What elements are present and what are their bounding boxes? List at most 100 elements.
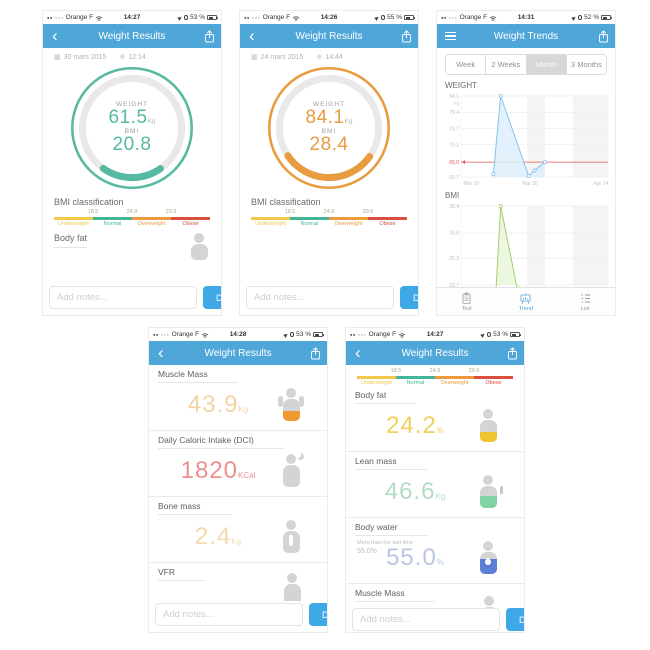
- svg-text:Kg: Kg: [453, 101, 459, 106]
- range-tab-week[interactable]: Week: [446, 55, 487, 74]
- metric-dci: Daily Caloric Intake (DCI) 1820KCal: [149, 431, 327, 493]
- clock-icon: ⊕: [316, 54, 323, 61]
- back-button[interactable]: ‹: [355, 343, 361, 362]
- carrier-label: Orange F: [171, 331, 200, 338]
- wifi-icon: [95, 15, 103, 21]
- weight-value: 84.1: [305, 107, 345, 129]
- range-tab-month[interactable]: Month: [526, 55, 567, 74]
- nav-bar: Weight Results ‹: [240, 24, 418, 48]
- share-button[interactable]: [401, 29, 412, 43]
- status-time: 14:31: [517, 14, 535, 21]
- notes-input[interactable]: [155, 603, 303, 626]
- lean-mass-value: 46.6: [384, 478, 436, 505]
- metric-body-fat: Body fat 24.2%: [346, 386, 524, 448]
- share-icon: [599, 29, 608, 42]
- weight-value: 61.5: [108, 107, 148, 129]
- carrier-label: Orange F: [368, 331, 397, 338]
- bmi-classification-scale: 18.5 24.9 29.9 Underweight Normal Overwe…: [357, 368, 513, 386]
- bmi-classification-title: BMI classification: [251, 197, 321, 207]
- menu-button[interactable]: [443, 30, 458, 43]
- screen-weight-result-1: ●● ●●● Orange F 14:27 53 % Weight Result…: [42, 10, 222, 316]
- bone-person-icon: [278, 520, 304, 554]
- screen-weight-result-2: ●● ●●● Orange F 14:26 55 % Weight Result…: [239, 10, 419, 316]
- location-icon: [176, 14, 183, 21]
- battery-percent: 55 %: [387, 14, 402, 21]
- share-icon: [402, 29, 411, 42]
- svg-text:84.1: 84.1: [449, 94, 459, 100]
- alarm-icon: [486, 332, 492, 337]
- bmi-value: 20.8: [112, 134, 152, 155]
- metric-vfr: VFR: [149, 563, 327, 601]
- body-fat-value: 24.2: [386, 412, 437, 439]
- alarm-icon: [380, 15, 386, 20]
- share-button[interactable]: [310, 346, 321, 360]
- body-water-person-icon: [475, 541, 501, 575]
- record-date: 30 mars 2015: [63, 53, 107, 61]
- vfr-person-icon: [279, 573, 305, 601]
- share-button[interactable]: [204, 29, 215, 43]
- share-button[interactable]: [598, 29, 609, 43]
- done-button[interactable]: Done: [309, 603, 327, 626]
- svg-text:Mar 16: Mar 16: [464, 181, 480, 187]
- bottom-tab-bar: Test Trend List: [437, 287, 615, 315]
- notes-input[interactable]: [49, 286, 197, 309]
- done-button[interactable]: Done: [203, 286, 221, 309]
- back-button[interactable]: ‹: [249, 26, 255, 45]
- record-time: 12:14: [128, 53, 146, 61]
- tab-trend[interactable]: Trend: [496, 288, 555, 315]
- body-water-value: 55.0: [386, 544, 437, 571]
- wifi-icon: [398, 332, 406, 338]
- share-icon: [205, 29, 214, 42]
- back-button[interactable]: ‹: [52, 26, 58, 45]
- battery-icon: [601, 15, 612, 20]
- svg-text:Mar 30: Mar 30: [522, 181, 538, 187]
- weight-bmi-gauge: WEIGHT 84.1Kg BMI 28.4: [265, 64, 393, 192]
- share-icon: [311, 346, 320, 359]
- location-icon: [373, 14, 380, 21]
- dci-person-icon: [278, 451, 304, 488]
- tab-test[interactable]: Test: [437, 288, 496, 315]
- range-tab-3months[interactable]: 3 Months: [566, 55, 606, 74]
- share-button[interactable]: [507, 346, 518, 360]
- battery-icon: [207, 15, 218, 20]
- tab-list[interactable]: List: [556, 288, 615, 315]
- svg-text:79.4: 79.4: [449, 110, 459, 116]
- battery-percent: 53 %: [493, 331, 508, 338]
- weight-unit: Kg: [147, 118, 156, 126]
- page-title: Weight Results: [98, 30, 166, 42]
- screen-weight-result-3: ●● ●●● Orange F 14:28 53 % Weight Result…: [148, 327, 328, 633]
- svg-text:65.0: 65.0: [449, 160, 459, 166]
- status-time: 14:27: [123, 14, 141, 21]
- status-time: 14:28: [229, 331, 247, 338]
- body-fat-person-icon: [188, 233, 210, 260]
- back-button[interactable]: ‹: [158, 343, 164, 362]
- gauge-bmi-label: BMI: [321, 128, 337, 135]
- screen-weight-trends: ●● ●●● Orange F 14:31 52 % Weight Trends…: [436, 10, 616, 316]
- done-button[interactable]: Done: [400, 286, 418, 309]
- done-button[interactable]: Done: [506, 608, 524, 631]
- range-segmented-control: Week 2 Weeks Month 3 Months: [445, 54, 607, 75]
- status-bar: ●● ●●● Orange F 14:27 53 %: [43, 11, 221, 24]
- page-title: Weight Trends: [493, 30, 559, 42]
- nav-bar: Weight Trends: [437, 24, 615, 48]
- notes-input[interactable]: [246, 286, 394, 309]
- status-bar: ●● ●●● Orange F 14:31 52 %: [437, 11, 615, 24]
- weight-trend-chart: 84.1 79.4 74.7 70.1 60.7 Kg 65.0 Mar 16 Mar 30 Ap…: [441, 91, 611, 187]
- carrier-label: Orange F: [262, 14, 291, 21]
- bmi-chart-title: BMI: [445, 191, 460, 200]
- nav-bar: Weight Results ‹: [346, 341, 524, 365]
- lean-mass-person-icon: [475, 475, 503, 509]
- carrier-label: Orange F: [459, 14, 488, 21]
- signal-icon: ●●: [244, 15, 250, 20]
- bmi-value: 28.4: [309, 134, 349, 155]
- metric-lean-mass: Lean mass 46.6Kg: [346, 452, 524, 514]
- signal-icon: ●●: [153, 332, 159, 337]
- location-icon: [282, 331, 289, 338]
- location-icon: [570, 14, 577, 21]
- range-tab-2weeks[interactable]: 2 Weeks: [486, 55, 527, 74]
- notes-input[interactable]: [352, 608, 500, 631]
- calendar-icon: ▦: [54, 54, 61, 61]
- bmi-classification-scale: 18.5 24.9 29.9 Underweight Normal Overwe…: [251, 209, 407, 227]
- list-icon: [581, 294, 590, 302]
- alarm-icon: [577, 15, 583, 20]
